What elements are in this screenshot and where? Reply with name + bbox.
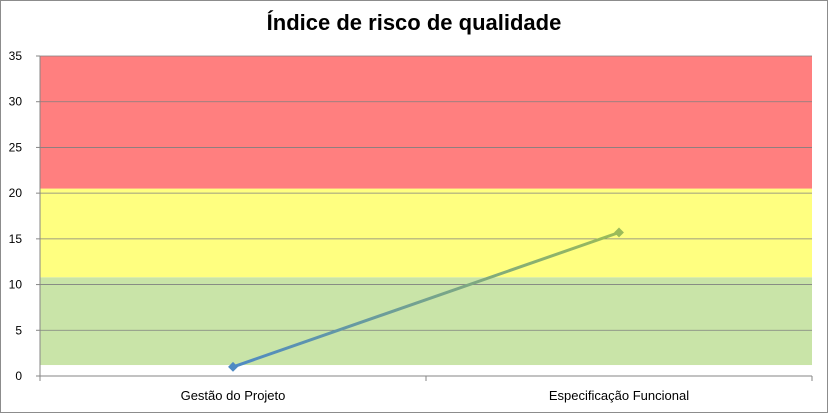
risk-band-0 xyxy=(40,277,812,366)
y-tick-label: 5 xyxy=(15,323,22,337)
y-tick-label: 15 xyxy=(9,232,23,246)
y-tick-label: 25 xyxy=(9,140,23,154)
risk-band-2 xyxy=(40,56,812,189)
chart-title: Índice de risco de qualidade xyxy=(266,10,562,35)
axes: 0 5 10 15 20 25 30 35 Gestão do Projeto Especific… xyxy=(9,49,813,403)
y-tick-label: 0 xyxy=(15,369,22,383)
y-tick-label: 30 xyxy=(9,95,23,109)
y-tick-label: 20 xyxy=(9,186,23,200)
series-line-0 xyxy=(231,231,621,369)
x-tick-label: Especificação Funcional xyxy=(549,388,689,403)
y-tick-label: 35 xyxy=(9,49,23,63)
x-tick-label: Gestão do Projeto xyxy=(181,388,286,403)
risk-band-1 xyxy=(40,188,812,278)
series xyxy=(228,227,624,372)
risk-bands xyxy=(40,56,812,366)
data-point xyxy=(228,361,238,372)
y-tick-label: 10 xyxy=(9,278,23,292)
gridlines xyxy=(40,55,812,331)
data-point xyxy=(614,227,624,238)
